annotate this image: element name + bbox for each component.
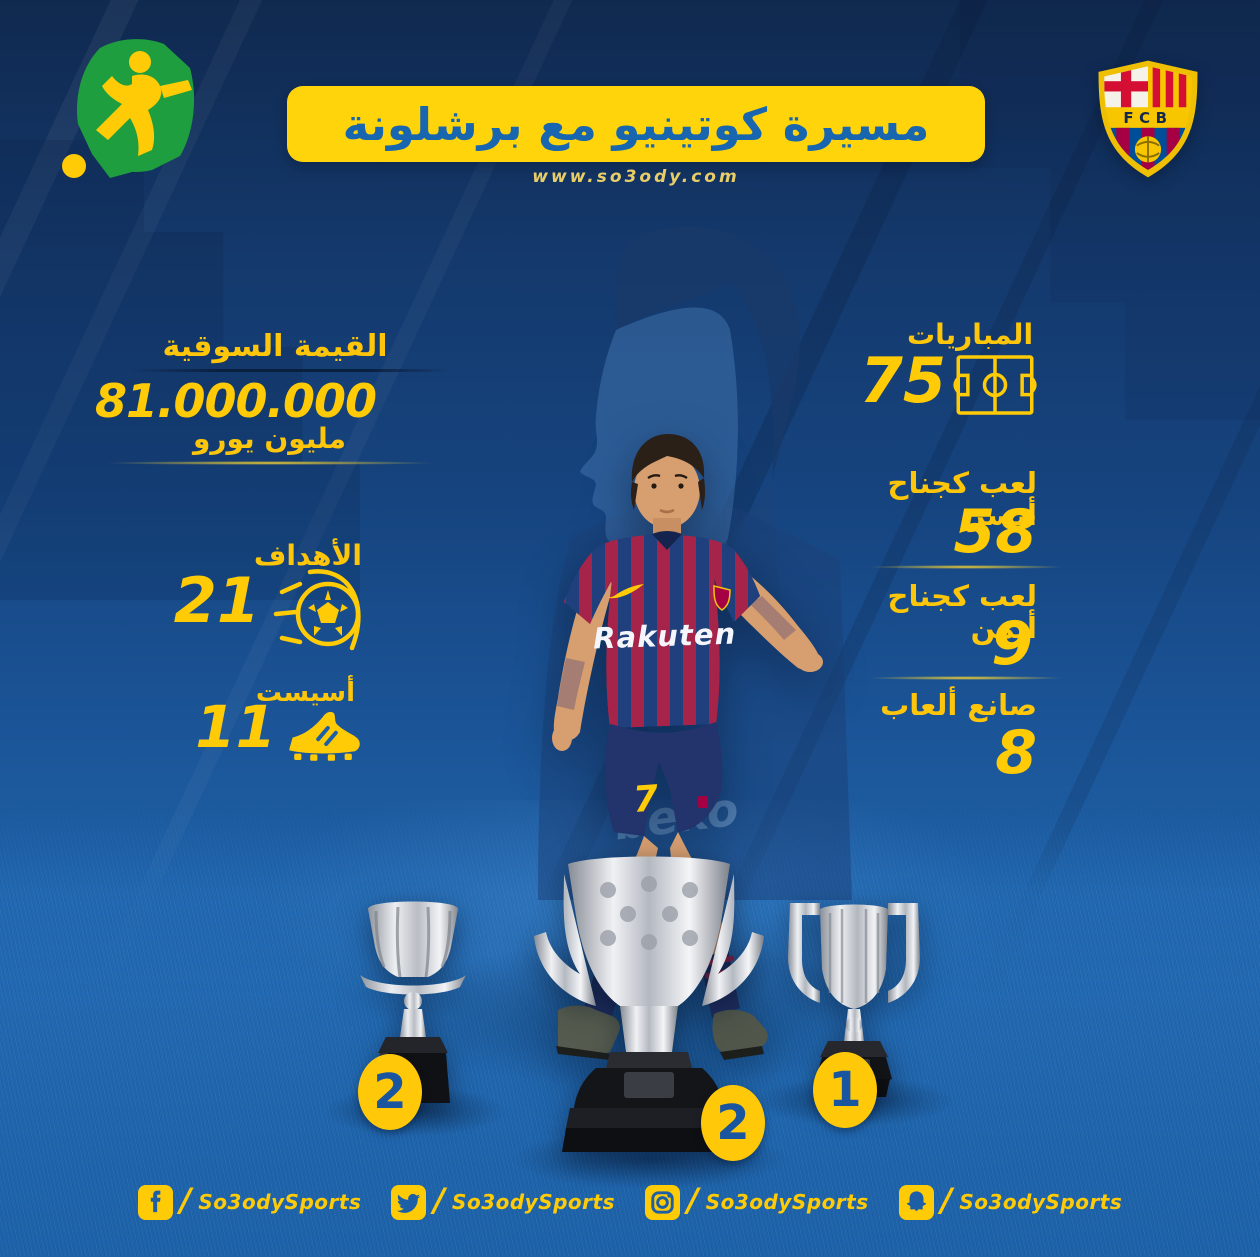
right-wing-number: 9 — [991, 609, 1033, 679]
assists-number: 11 — [195, 693, 276, 761]
fcb-crest: FCB — [1098, 60, 1198, 178]
left-wing-label: لعب كجناح أيسر — [887, 466, 1037, 532]
social-separator: / — [687, 1181, 699, 1219]
right-wing-label: لعب كجناح أيمن — [887, 579, 1037, 645]
market-value-underline — [128, 369, 450, 372]
social-handle: So3odySports — [705, 1190, 869, 1214]
social-handle: So3odySports — [959, 1190, 1123, 1214]
social-separator: / — [433, 1181, 446, 1219]
trophy-count-badge: 2 — [701, 1085, 765, 1161]
snapchat-icon — [898, 1184, 934, 1220]
assists-label: أسيست — [255, 678, 355, 708]
right-stats-divider-2 — [868, 676, 1064, 680]
page-title: مسيرة كوتينيو مع برشلونة — [287, 86, 985, 162]
la-liga-trophy — [534, 856, 764, 1152]
playmaker-number: 8 — [995, 718, 1037, 788]
instagram-icon — [645, 1184, 680, 1220]
site-url[interactable]: www.so3ody.com — [532, 167, 740, 187]
page-title-text: مسيرة كوتينيو مع برشلونة — [342, 97, 930, 151]
boot-icon — [289, 711, 360, 761]
goals-number: 21 — [173, 564, 260, 637]
trophy-count-badge: 1 — [813, 1052, 877, 1128]
market-value-divider — [105, 461, 435, 465]
social-twitter[interactable]: / So3odySports — [391, 1181, 615, 1220]
crest-text: FCB — [1123, 109, 1172, 127]
facebook-icon — [137, 1184, 173, 1220]
right-stats-divider-1 — [868, 565, 1064, 569]
matches-number: 75 — [859, 344, 946, 417]
market-value-number: 81.000.000 — [95, 374, 377, 428]
goals-label: الأهداف — [253, 539, 362, 572]
matches-label: المباريات — [906, 318, 1034, 351]
pitch-icon — [953, 355, 1037, 415]
so3ody-logo — [62, 39, 195, 178]
social-facebook[interactable]: / So3odySports — [137, 1181, 362, 1220]
market-value-label: القيمة السوقية — [162, 329, 388, 364]
shirt-number: 7 — [632, 778, 660, 821]
playmaker-label: صانع ألعاب — [880, 688, 1037, 722]
player-hair — [631, 434, 705, 482]
twitter-icon — [391, 1184, 427, 1220]
social-separator: / — [940, 1181, 953, 1219]
social-handle: So3odySports — [198, 1190, 362, 1214]
shirt-sponsor-text: Rakuten — [593, 617, 737, 656]
ball-icon — [273, 569, 361, 651]
player-photo: Rakuten 7 — [552, 434, 823, 1060]
social-handle: So3odySports — [452, 1190, 615, 1214]
social-separator: / — [179, 1181, 192, 1219]
social-snapchat[interactable]: / So3odySports — [898, 1181, 1123, 1220]
left-wing-number: 58 — [953, 497, 1038, 567]
trophy-count-badge: 2 — [358, 1054, 422, 1130]
social-instagram[interactable]: / So3odySports — [645, 1181, 869, 1220]
market-value-unit: مليون يورو — [193, 422, 346, 455]
social-bar: / So3odySports / So3odySports / So3odySp… — [0, 1178, 1260, 1226]
